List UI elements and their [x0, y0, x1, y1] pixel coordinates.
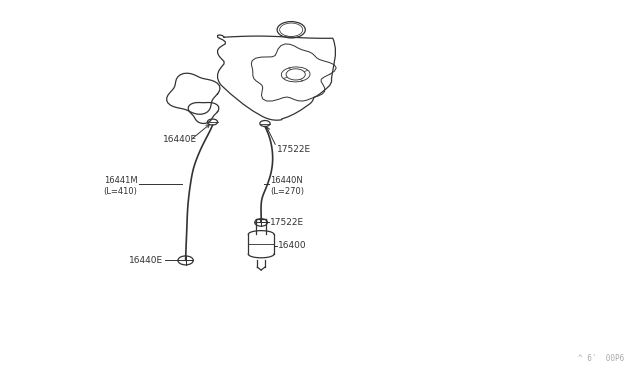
Text: ^ 6'  00P6: ^ 6' 00P6: [578, 354, 624, 363]
Text: 16440N
(L=270): 16440N (L=270): [270, 176, 304, 196]
Text: 16440E: 16440E: [163, 135, 197, 144]
Text: 17522E: 17522E: [276, 145, 310, 154]
Text: 16400: 16400: [278, 241, 307, 250]
Text: 16440E: 16440E: [129, 256, 163, 265]
Text: 16441M
(L=410): 16441M (L=410): [104, 176, 138, 196]
Text: 17522E: 17522E: [270, 218, 304, 227]
